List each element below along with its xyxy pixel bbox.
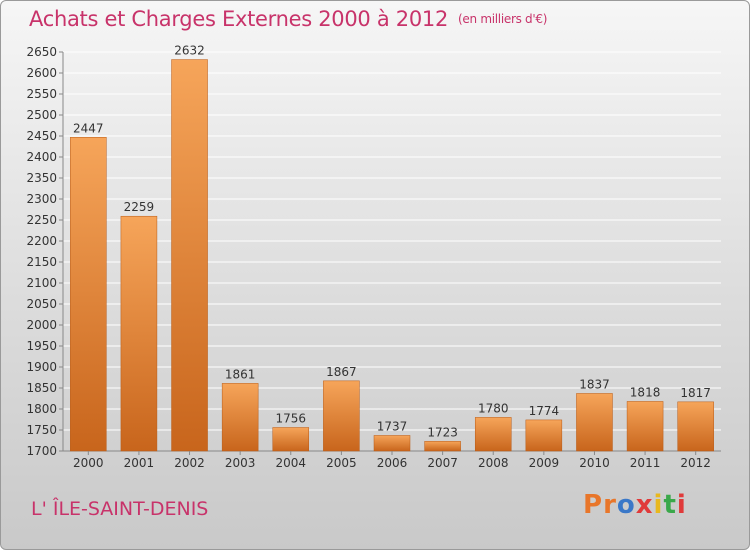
y-tick-label: 1800: [26, 402, 57, 416]
chart-subtitle: (en milliers d'€): [458, 12, 548, 26]
data-label: 1861: [225, 367, 256, 381]
logo-letter: i: [676, 490, 687, 520]
bar-2008: [474, 417, 512, 452]
bar-2002: [171, 59, 208, 452]
data-label: 1737: [377, 419, 408, 433]
logo-letter: i: [653, 490, 664, 520]
y-tick-label: 2000: [26, 318, 57, 332]
place-name: L' ÎLE-SAINT-DENIS: [31, 498, 209, 520]
x-tick-label: 2003: [225, 456, 256, 470]
x-tick-label: 2008: [478, 456, 509, 470]
y-tick-label: 2250: [26, 213, 57, 227]
x-tick-label: 2005: [326, 456, 357, 470]
bar-2004: [272, 427, 310, 452]
bar-2005: [323, 380, 360, 452]
x-tick-label: 2001: [124, 456, 155, 470]
y-tick-label: 2400: [26, 150, 57, 164]
bar-2010: [576, 393, 613, 452]
bar-2000: [70, 137, 107, 452]
logo-letter: t: [663, 490, 677, 520]
bar-2001: [120, 215, 158, 452]
x-tick-label: 2004: [275, 456, 306, 470]
grid-lines: [63, 51, 721, 452]
bar-2012: [677, 401, 714, 452]
y-tick-label: 2450: [26, 129, 57, 143]
logo-letter: x: [635, 490, 654, 520]
y-tick-label: 1850: [26, 381, 57, 395]
x-tick-label: 2010: [579, 456, 610, 470]
y-tick-label: 2150: [26, 255, 57, 269]
data-label: 1780: [478, 401, 509, 415]
logo-letter: P: [583, 490, 604, 520]
y-tick-label: 1950: [26, 339, 57, 353]
bar-2003: [221, 383, 259, 452]
chart-title-text: Achats et Charges Externes 2000 à 2012: [29, 7, 449, 31]
x-axis: 2000 2001 2002 2003 2004 2005 2006 2007 2008 2009…: [73, 451, 711, 470]
y-tick-label: 2350: [26, 171, 57, 185]
y-tick-label: 1700: [26, 444, 57, 458]
data-label: 1774: [529, 404, 560, 418]
logo-letter: r: [603, 490, 617, 520]
x-tick-label: 2000: [73, 456, 104, 470]
y-tick-label: 1900: [26, 360, 57, 374]
y-tick-label: 2650: [26, 45, 57, 59]
data-label: 1817: [680, 386, 711, 400]
proxiti-logo: Proxiti: [583, 490, 687, 520]
y-tick-label: 2600: [26, 66, 57, 80]
x-tick-label: 2012: [680, 456, 711, 470]
x-tick-label: 2007: [427, 456, 458, 470]
x-tick-label: 2002: [174, 456, 205, 470]
data-label: 1723: [427, 425, 458, 439]
data-label: 1867: [326, 365, 357, 379]
data-label: 1756: [275, 411, 306, 425]
data-label: 1818: [630, 385, 661, 399]
data-label: 2632: [174, 44, 205, 58]
bar-2007: [424, 441, 461, 452]
y-tick-label: 2100: [26, 276, 57, 290]
y-tick-label: 2050: [26, 297, 57, 311]
x-tick-label: 2006: [377, 456, 408, 470]
y-tick-label: 2550: [26, 87, 57, 101]
y-tick-label: 2500: [26, 108, 57, 122]
y-tick-label: 2200: [26, 234, 57, 248]
logo-letter: o: [616, 490, 636, 520]
bars: 2447 2259 2632 1861 1756 1867 1737 1723 1780 1774…: [70, 44, 714, 452]
x-tick-label: 2011: [630, 456, 661, 470]
data-label: 1837: [579, 377, 610, 391]
data-label: 2259: [124, 200, 155, 214]
bar-2006: [373, 435, 411, 452]
y-tick-label: 1750: [26, 423, 57, 437]
chart-title: Achats et Charges Externes 2000 à 2012 (e…: [29, 7, 547, 31]
data-label: 2447: [73, 121, 104, 135]
bar-2009: [525, 419, 563, 452]
bar-2011: [626, 401, 664, 452]
y-tick-label: 2300: [26, 192, 57, 206]
x-tick-label: 2009: [529, 456, 560, 470]
